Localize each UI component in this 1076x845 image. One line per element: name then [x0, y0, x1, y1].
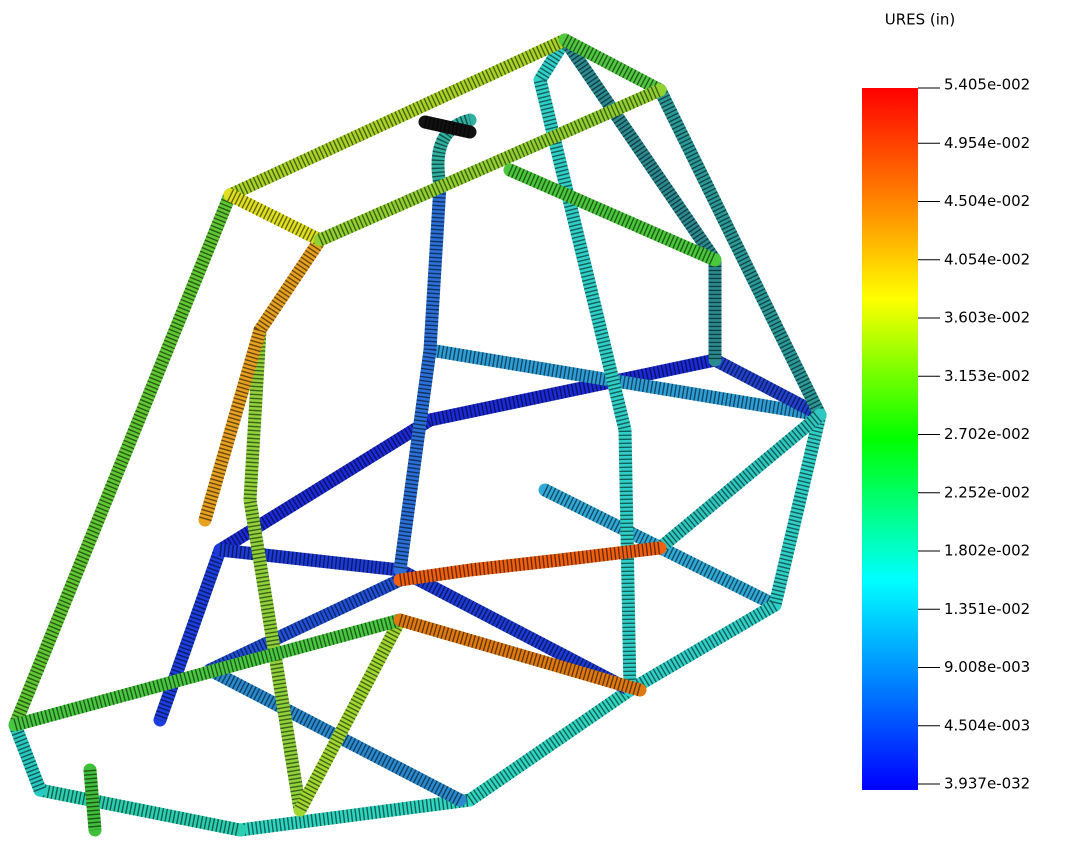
- legend-label: 3.937e-032: [944, 775, 1030, 793]
- legend-labels: 5.405e-002 4.954e-002 4.504e-002 4.054e-002…: [918, 76, 1030, 793]
- tube-rings: [250, 330, 300, 810]
- legend-label: 2.252e-002: [944, 483, 1030, 501]
- legend-label: 9.008e-003: [944, 658, 1030, 676]
- legend-title: URES (in): [885, 11, 956, 29]
- tube: [15, 725, 40, 790]
- tube: [15, 195, 230, 725]
- tube: [230, 195, 320, 240]
- legend-label: 3.153e-002: [944, 367, 1030, 385]
- tube: [15, 620, 400, 725]
- legend-label: 4.954e-002: [944, 134, 1030, 152]
- legend-label: 3.603e-002: [944, 309, 1030, 327]
- fea-view: URES (in) 5.405e-002 4.954e-002 4.504e-002…: [0, 0, 1076, 845]
- legend-label: 4.504e-003: [944, 716, 1030, 734]
- color-bar: [862, 88, 918, 790]
- frame-model: [15, 40, 820, 830]
- legend-label: 4.504e-002: [944, 192, 1030, 210]
- legend-label: 2.702e-002: [944, 425, 1030, 443]
- legend-label: 4.054e-002: [944, 250, 1030, 268]
- legend-label: 5.405e-002: [944, 76, 1030, 94]
- tube: [400, 548, 660, 580]
- legend-label: 1.351e-002: [944, 600, 1030, 618]
- legend-label: 1.802e-002: [944, 542, 1030, 560]
